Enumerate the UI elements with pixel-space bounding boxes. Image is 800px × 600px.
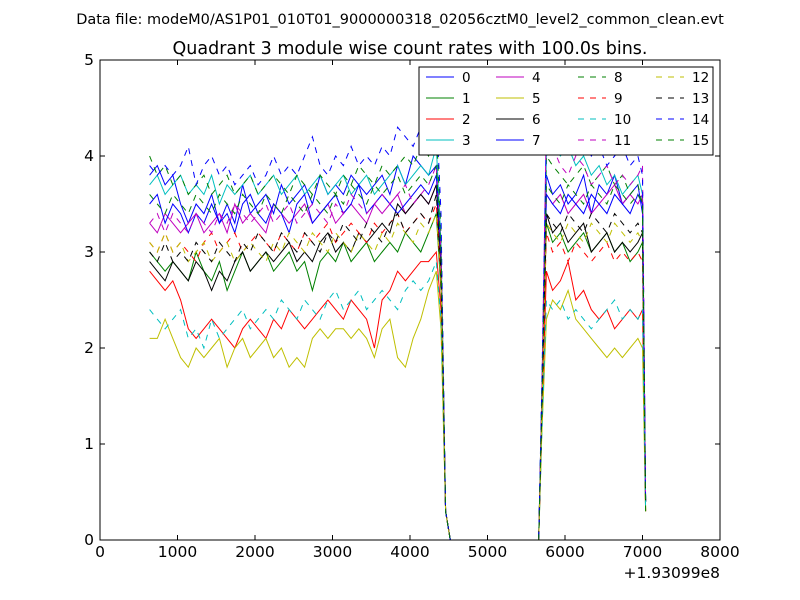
legend-label-5: 5 bbox=[532, 91, 541, 107]
x-tick-label: 3000 bbox=[313, 543, 352, 561]
series-line-9 bbox=[149, 203, 647, 540]
y-tick-label: 3 bbox=[84, 243, 94, 261]
legend-label-4: 4 bbox=[532, 70, 541, 86]
series-line-12 bbox=[149, 213, 647, 540]
datafile-label: Data file: modeM0/AS1P01_010T01_90000003… bbox=[76, 12, 724, 28]
y-tick-label: 4 bbox=[84, 147, 94, 165]
legend-label-3: 3 bbox=[462, 133, 471, 149]
x-tick-label: 4000 bbox=[390, 543, 429, 561]
chart-title: Quadrant 3 module wise count rates with … bbox=[173, 39, 648, 59]
legend-label-6: 6 bbox=[532, 112, 541, 128]
x-tick-label: 0 bbox=[95, 543, 105, 561]
series-line-0 bbox=[149, 154, 647, 540]
x-tick-label: 7000 bbox=[623, 543, 662, 561]
x-tick-label: 1000 bbox=[158, 543, 197, 561]
series-line-3 bbox=[149, 145, 647, 540]
series-line-5 bbox=[149, 271, 647, 540]
legend-label-14: 14 bbox=[692, 112, 709, 128]
legend-label-9: 9 bbox=[614, 91, 623, 107]
legend-label-11: 11 bbox=[614, 133, 631, 149]
series-line-2 bbox=[149, 250, 647, 540]
x-offset-label: +1.93099e8 bbox=[624, 564, 720, 582]
legend-label-10: 10 bbox=[614, 112, 631, 128]
series-line-15 bbox=[149, 165, 647, 540]
series-line-13 bbox=[149, 194, 647, 540]
series-lines bbox=[149, 107, 647, 540]
legend-label-2: 2 bbox=[462, 112, 471, 128]
series-line-6 bbox=[149, 184, 647, 540]
legend-label-7: 7 bbox=[532, 133, 541, 149]
legend-label-0: 0 bbox=[462, 70, 471, 86]
series-line-11 bbox=[149, 117, 647, 540]
legend-label-15: 15 bbox=[692, 133, 709, 149]
x-tick-label: 6000 bbox=[545, 543, 584, 561]
y-tick-label: 2 bbox=[84, 339, 94, 357]
x-axis: 0 1000 2000 3000 4000 5000 6000 7000 8000 bbox=[95, 60, 740, 561]
x-tick-label: 5000 bbox=[468, 543, 507, 561]
x-tick-label: 2000 bbox=[235, 543, 274, 561]
x-tick-label: 8000 bbox=[700, 543, 739, 561]
legend-label-1: 1 bbox=[462, 91, 471, 107]
legend-box bbox=[418, 66, 714, 156]
legend-label-8: 8 bbox=[614, 70, 623, 86]
series-line-10 bbox=[149, 261, 647, 540]
series-line-1 bbox=[149, 213, 647, 540]
series-line-8 bbox=[149, 127, 647, 540]
y-tick-label: 1 bbox=[84, 435, 94, 453]
legend-label-12: 12 bbox=[692, 70, 709, 86]
y-tick-label: 0 bbox=[84, 531, 94, 549]
y-tick-label: 5 bbox=[84, 51, 94, 69]
series-line-14 bbox=[149, 107, 647, 540]
legend-label-13: 13 bbox=[692, 91, 709, 107]
